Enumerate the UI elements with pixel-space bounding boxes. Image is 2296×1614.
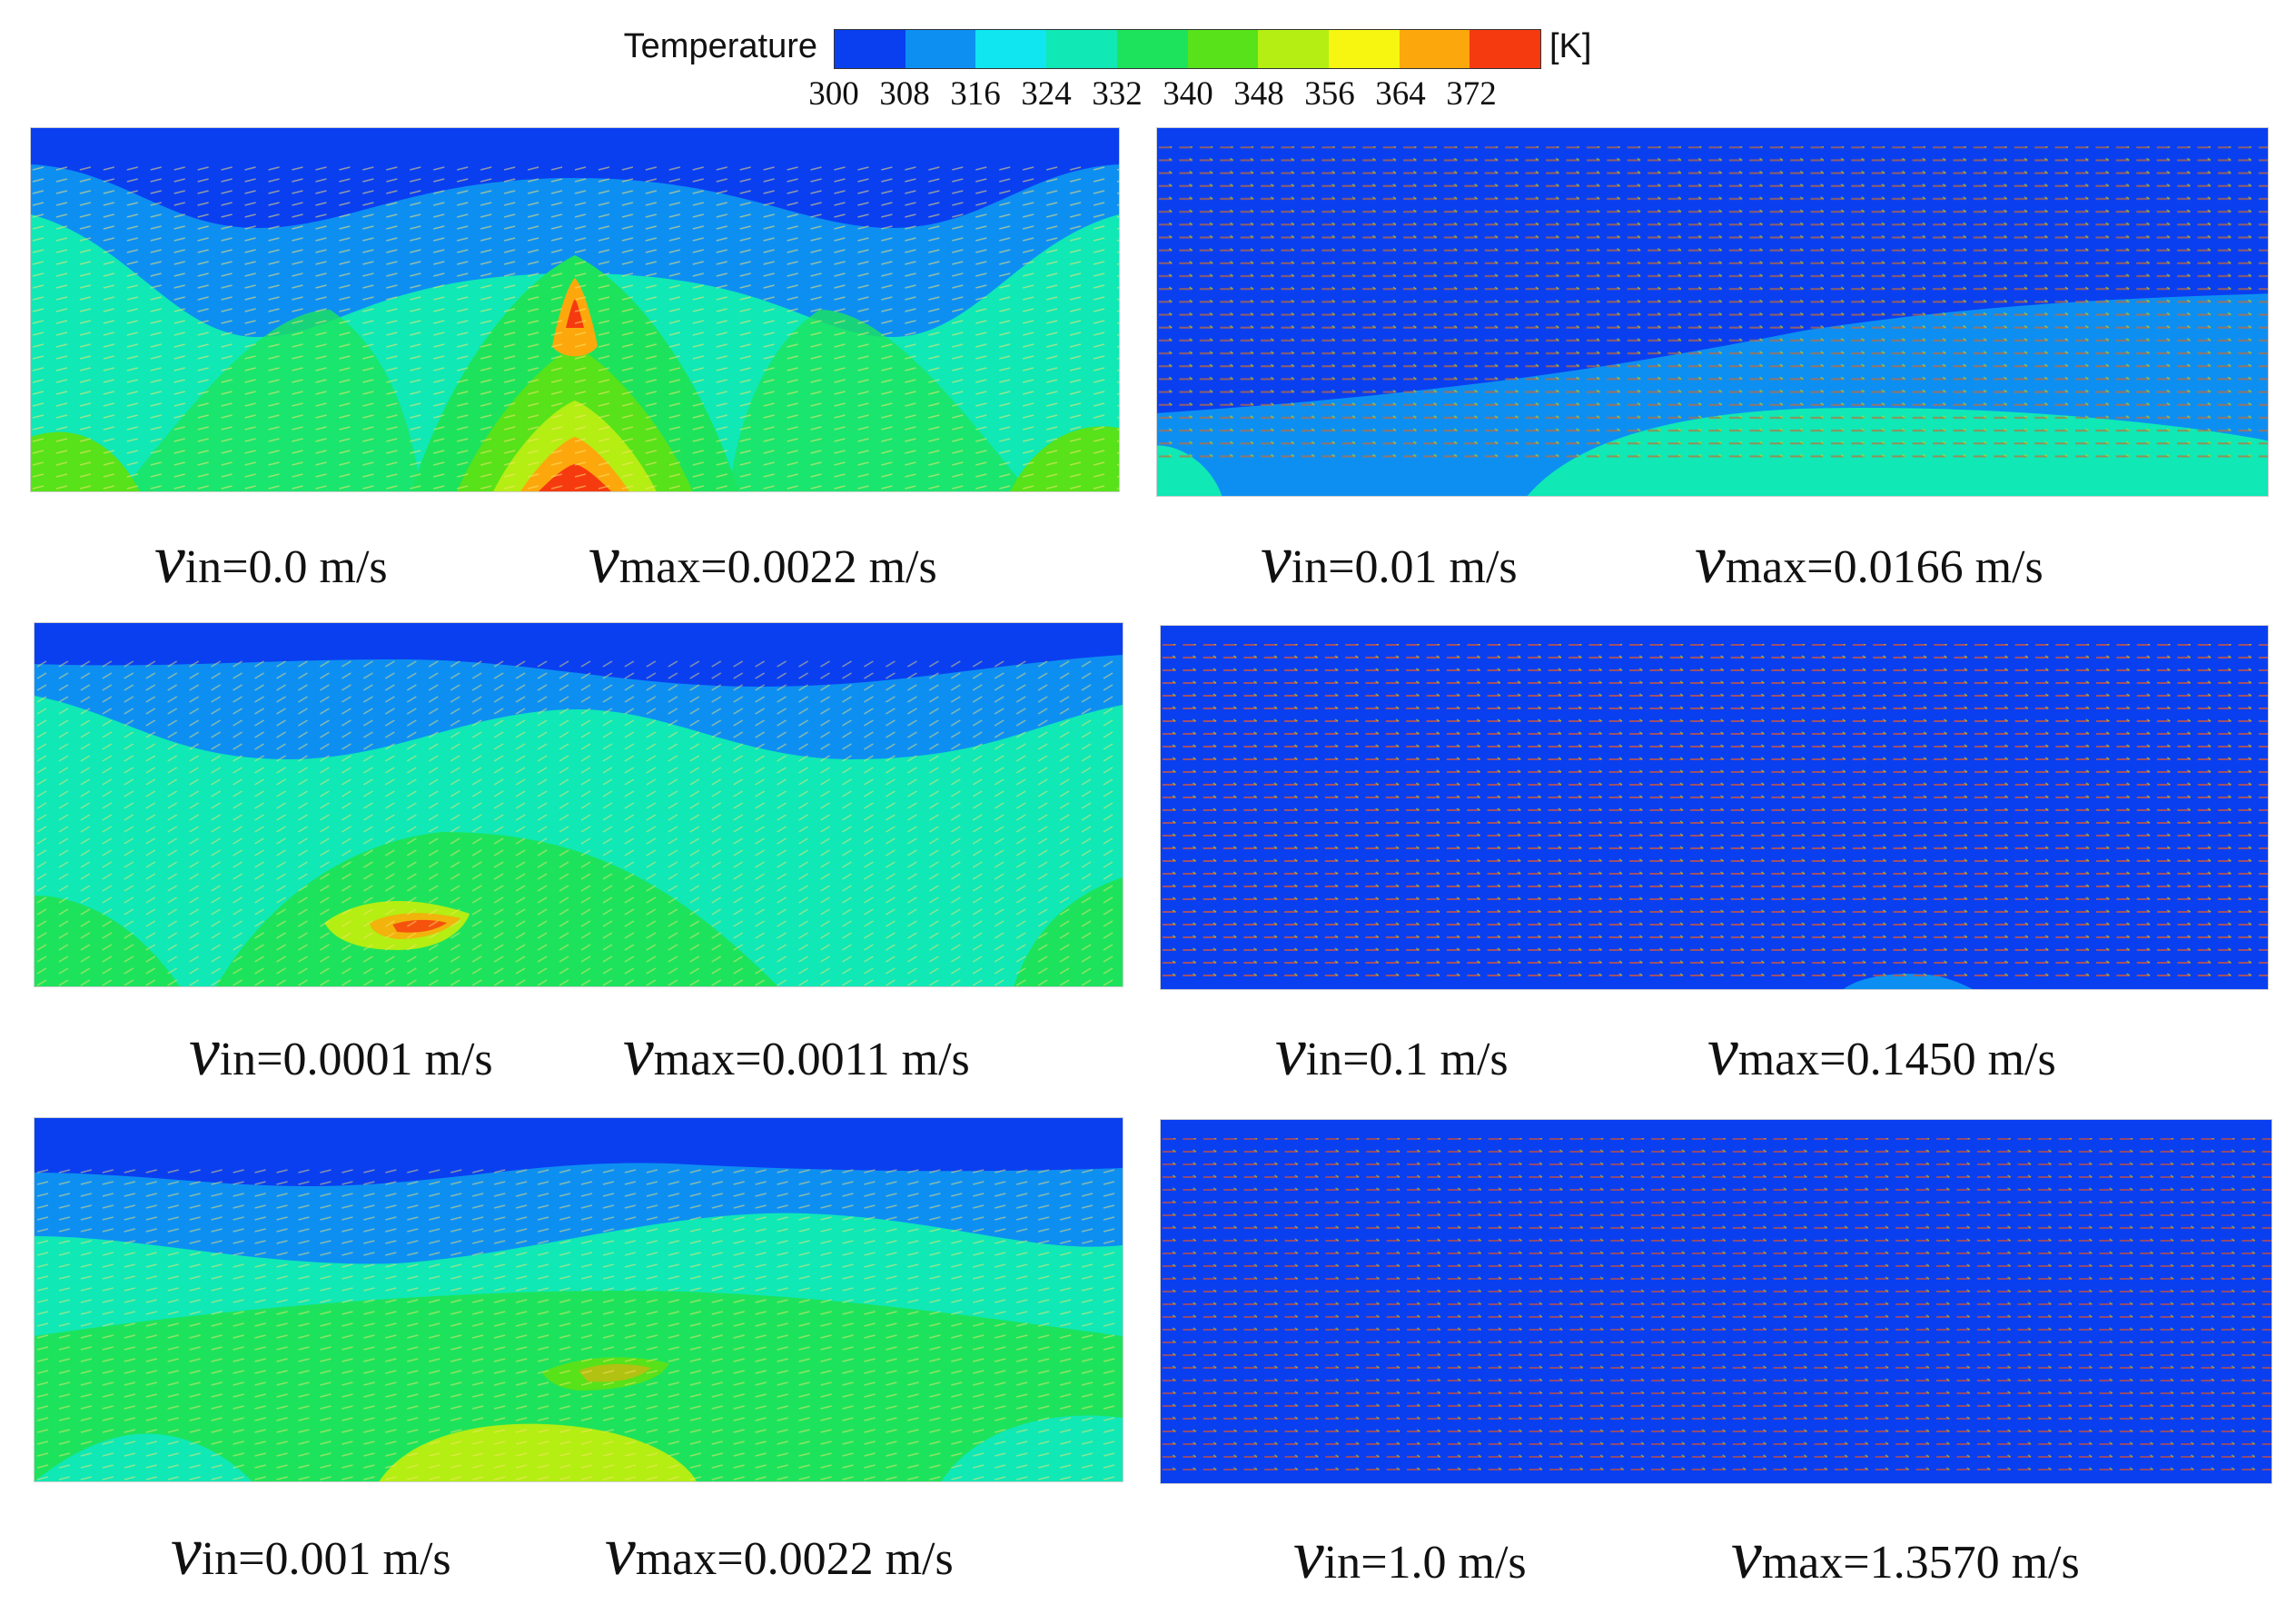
- colorbar-segment-0: [835, 30, 906, 68]
- panel-2-vmax-caption: vmax=0.0166 m/s: [1695, 525, 2044, 594]
- colorbar-tick: 324: [1021, 75, 1072, 113]
- velocity-symbol: v: [154, 521, 185, 598]
- contour-plot: [31, 128, 1119, 491]
- velocity-value: =0.0022 m/s: [717, 1533, 954, 1585]
- velocity-value: =0.0011 m/s: [735, 1034, 970, 1085]
- subscript: max: [635, 1533, 718, 1585]
- velocity-symbol: v: [589, 521, 619, 598]
- temperature-contour-panel-4: [1160, 625, 2269, 990]
- velocity-symbol: v: [1275, 1014, 1306, 1090]
- velocity-value: =1.3570 m/s: [1843, 1537, 2080, 1589]
- colorbar-tick: 356: [1304, 75, 1355, 113]
- colorbar-segment-9: [1470, 30, 1541, 68]
- panel-4-vmax-caption: vmax=0.1450 m/s: [1707, 1017, 2056, 1086]
- temperature-contour-panel-3: [34, 622, 1123, 987]
- contour-plot: [35, 623, 1123, 986]
- colorbar-segment-4: [1116, 30, 1188, 68]
- panel-5-vin-caption: vin=0.001 m/s: [171, 1517, 451, 1586]
- velocity-symbol: v: [189, 1014, 220, 1090]
- subscript: max: [619, 541, 701, 593]
- panel-2-vin-caption: vin=0.01 m/s: [1261, 525, 1518, 594]
- colorbar-segment-5: [1187, 30, 1259, 68]
- colorbar-segment-8: [1399, 30, 1470, 68]
- velocity-symbol: v: [171, 1513, 202, 1589]
- velocity-value: =0.001 m/s: [238, 1533, 451, 1585]
- subscript: in: [1305, 1034, 1343, 1085]
- colorbar-tick-labels: 300 308 316 324 332 340 348 356 364 372: [799, 74, 1578, 120]
- panel-1-vmax-caption: vmax=0.0022 m/s: [589, 525, 937, 594]
- colorbar-segment-6: [1258, 30, 1329, 68]
- contour-plot: [1161, 1120, 2271, 1483]
- velocity-value: =0.01 m/s: [1328, 541, 1518, 593]
- subscript: in: [1291, 541, 1329, 593]
- contour-plot: [35, 1118, 1123, 1481]
- panel-3-vin-caption: vin=0.0001 m/s: [189, 1017, 493, 1086]
- contour-plot: [1157, 128, 2268, 496]
- velocity-value: =1.0 m/s: [1361, 1537, 1527, 1589]
- colorbar-tick: 332: [1092, 75, 1143, 113]
- colorbar-segment-3: [1046, 30, 1117, 68]
- colorbar-tick: 364: [1375, 75, 1426, 113]
- velocity-symbol: v: [623, 1014, 654, 1090]
- velocity-value: =0.0166 m/s: [1806, 541, 2044, 593]
- colorbar-tick: 300: [808, 75, 859, 113]
- subscript: in: [184, 541, 223, 593]
- panel-6-vmax-caption: vmax=1.3570 m/s: [1731, 1520, 2080, 1589]
- colorbar-tick: 372: [1446, 75, 1497, 113]
- panel-5-vmax-caption: vmax=0.0022 m/s: [605, 1517, 954, 1586]
- subscript: in: [201, 1533, 239, 1585]
- velocity-value: =0.0022 m/s: [700, 541, 937, 593]
- panel-6-vin-caption: vin=1.0 m/s: [1293, 1520, 1527, 1589]
- velocity-value: =0.1 m/s: [1342, 1034, 1509, 1085]
- velocity-symbol: v: [1293, 1517, 1324, 1593]
- velocity-value: =0.0001 m/s: [256, 1034, 493, 1085]
- colorbar-title: Temperature: [623, 27, 817, 65]
- temperature-contour-panel-6: [1160, 1119, 2272, 1484]
- velocity-symbol: v: [1731, 1517, 1762, 1593]
- colorbar-unit: [K]: [1549, 27, 1592, 65]
- colorbar-tick: 308: [879, 75, 930, 113]
- panel-4-vin-caption: vin=0.1 m/s: [1275, 1017, 1509, 1086]
- subscript: max: [1725, 541, 1807, 593]
- velocity-value: =0.1450 m/s: [1819, 1034, 2056, 1085]
- panel-1-vin-caption: vin=0.0 m/s: [154, 525, 388, 594]
- subscript: max: [1737, 1034, 1820, 1085]
- colorbar-tick: 316: [950, 75, 1001, 113]
- velocity-symbol: v: [1261, 521, 1292, 598]
- colorbar-tick: 348: [1233, 75, 1284, 113]
- temperature-contour-panel-5: [34, 1117, 1123, 1482]
- colorbar-segment-7: [1328, 30, 1400, 68]
- subscript: in: [1323, 1537, 1361, 1589]
- temperature-contour-panel-1: [30, 127, 1120, 492]
- contour-plot: [1161, 626, 2268, 989]
- subscript: max: [653, 1034, 736, 1085]
- subscript: in: [219, 1034, 257, 1085]
- subscript: max: [1761, 1537, 1844, 1589]
- velocity-symbol: v: [1707, 1014, 1738, 1090]
- colorbar-segment-1: [905, 30, 976, 68]
- temperature-colorbar: [834, 29, 1541, 69]
- velocity-symbol: v: [605, 1513, 636, 1589]
- temperature-contour-panel-2: [1156, 127, 2269, 497]
- velocity-symbol: v: [1695, 521, 1726, 598]
- colorbar-tick: 340: [1163, 75, 1213, 113]
- velocity-value: =0.0 m/s: [222, 541, 388, 593]
- colorbar-segment-2: [975, 30, 1047, 68]
- panel-3-vmax-caption: vmax=0.0011 m/s: [623, 1017, 970, 1086]
